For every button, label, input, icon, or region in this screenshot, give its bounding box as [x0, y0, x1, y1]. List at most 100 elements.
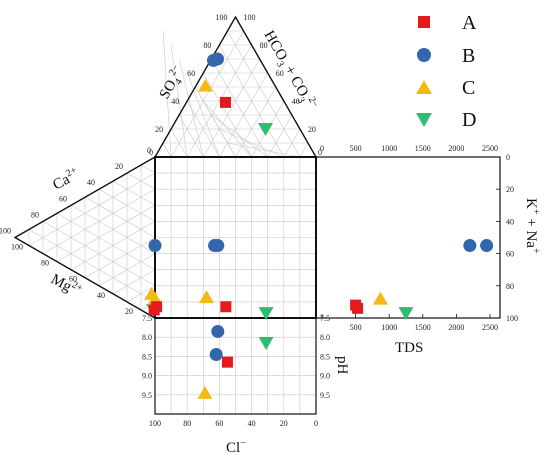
cl-tick-label: 60 [215, 419, 223, 428]
grid-line [162, 30, 172, 158]
data-point-b [480, 239, 494, 253]
cl-tick-label: 20 [280, 419, 288, 428]
data-point-d [398, 307, 414, 321]
mg-tick-label: 20 [125, 307, 133, 316]
tds-x-tick-label-bottom: 2500 [482, 323, 498, 332]
kna-sup1: + [530, 209, 541, 215]
tds-axis-label: TDS [395, 340, 423, 356]
ph-right-tick-label: 8.0 [320, 333, 330, 342]
grid-line [70, 205, 156, 254]
data-point-a [352, 302, 364, 314]
legend-label-d: D [462, 109, 476, 131]
grid-line [112, 180, 156, 206]
grid-line [170, 128, 188, 158]
hco3-tick-label: 20 [308, 125, 316, 134]
cl-tick-label: 0 [314, 419, 318, 428]
data-point-d [258, 307, 274, 321]
data-point-a [220, 301, 232, 313]
ph-left-tick-label: 8.0 [142, 333, 152, 342]
data-point-d [258, 336, 274, 350]
so4-tick-label: 40 [171, 97, 179, 106]
ph-left-tick-label: 8.5 [142, 352, 152, 361]
co3-sup: 2− [306, 95, 321, 110]
kna-mid: + Na [523, 214, 539, 248]
tds-x-tick-label-bottom: 1000 [381, 323, 397, 332]
grid-line [42, 221, 156, 287]
data-point-b [211, 239, 225, 253]
svg-text:K+ + Na+: K+ + Na+ [523, 198, 541, 254]
so4-sub: 4 [173, 77, 185, 87]
svg-text:Cl−: Cl− [226, 438, 246, 456]
tds-panel-frame [315, 156, 501, 319]
ca-tick-label: 20 [115, 162, 123, 171]
grid-line [56, 213, 156, 270]
so4-tick-label: 80 [203, 41, 211, 50]
tds-y-tick-label: 20 [506, 185, 514, 194]
hco3-tick-label: 60 [276, 69, 284, 78]
hco3-sub: 3 [274, 59, 286, 69]
legend-marker-a [418, 16, 430, 28]
frame-layer [13, 15, 501, 415]
ph-right-tick-label: 7.5 [320, 314, 330, 323]
hco3-tick-label: 100 [244, 13, 256, 22]
ca-label: Ca [50, 171, 73, 193]
legend-marker-b [417, 48, 431, 62]
legend-label-a: A [462, 12, 477, 34]
grid-line [211, 114, 268, 158]
cl-label: Cl [226, 440, 240, 456]
corner-tick-label: 0 [149, 148, 153, 157]
tds-x-tick-label-bottom: 1500 [415, 323, 431, 332]
grid-line [162, 142, 172, 158]
tds-x-tick-label-bottom: 500 [350, 323, 362, 332]
so4-tick-label: 60 [187, 69, 195, 78]
grid-line [203, 58, 260, 158]
grid-line [178, 114, 204, 158]
corner-tick-label: 0 [318, 148, 322, 157]
cl-tick-label: 40 [248, 419, 256, 428]
so4-tick-label: 20 [155, 125, 163, 134]
legend: A B C D [416, 12, 477, 131]
data-point-b [463, 239, 477, 253]
legend-label-b: B [462, 45, 475, 67]
grid-line [227, 142, 300, 158]
tds-y-tick-label: 0 [506, 153, 510, 162]
tds-y-tick-label: 40 [506, 217, 514, 226]
mg-tick-label: 40 [97, 291, 105, 300]
hco3-mid: + CO [279, 60, 311, 100]
ph-right-tick-label: 9.5 [320, 391, 330, 400]
data-point-c [372, 291, 388, 305]
grid-line [140, 164, 156, 174]
grid-line [126, 172, 156, 190]
grid-line [299, 142, 309, 158]
ca-tick-label: 80 [31, 210, 39, 219]
mg-tick-label: 80 [41, 259, 49, 268]
grid-line [170, 44, 188, 158]
hco3-tick-label: 80 [260, 41, 268, 50]
cl-axis-label: Cl− [226, 438, 246, 456]
grid-line [219, 44, 285, 158]
data-point-c [197, 385, 213, 399]
ca-tick-label: 0 [147, 146, 151, 155]
grid-line [84, 237, 156, 279]
tds-x-tick-label: 1500 [415, 144, 431, 153]
cl-tick-label: 100 [149, 419, 161, 428]
hco3-tick-label: 40 [292, 97, 300, 106]
tds-x-tick-label: 1000 [381, 144, 397, 153]
kna-label: K [523, 198, 539, 209]
kna-sup2: + [530, 248, 541, 254]
mg-tick-label: 60 [69, 275, 77, 284]
grid-line [170, 30, 244, 158]
tds-x-tick-label-bottom: 2000 [448, 323, 464, 332]
grid-line [235, 86, 277, 158]
tds-x-tick-label: 2000 [448, 144, 464, 153]
legend-label-c: C [462, 77, 475, 99]
data-point-b [148, 239, 162, 253]
grid-line [267, 114, 293, 158]
grid-line [219, 128, 284, 158]
cl-sup: − [240, 438, 246, 449]
data-point-a [220, 96, 231, 108]
marker-layer [144, 52, 494, 399]
ph-right-tick-label: 8.5 [320, 352, 330, 361]
ph-left-tick-label: 9.0 [142, 372, 152, 381]
